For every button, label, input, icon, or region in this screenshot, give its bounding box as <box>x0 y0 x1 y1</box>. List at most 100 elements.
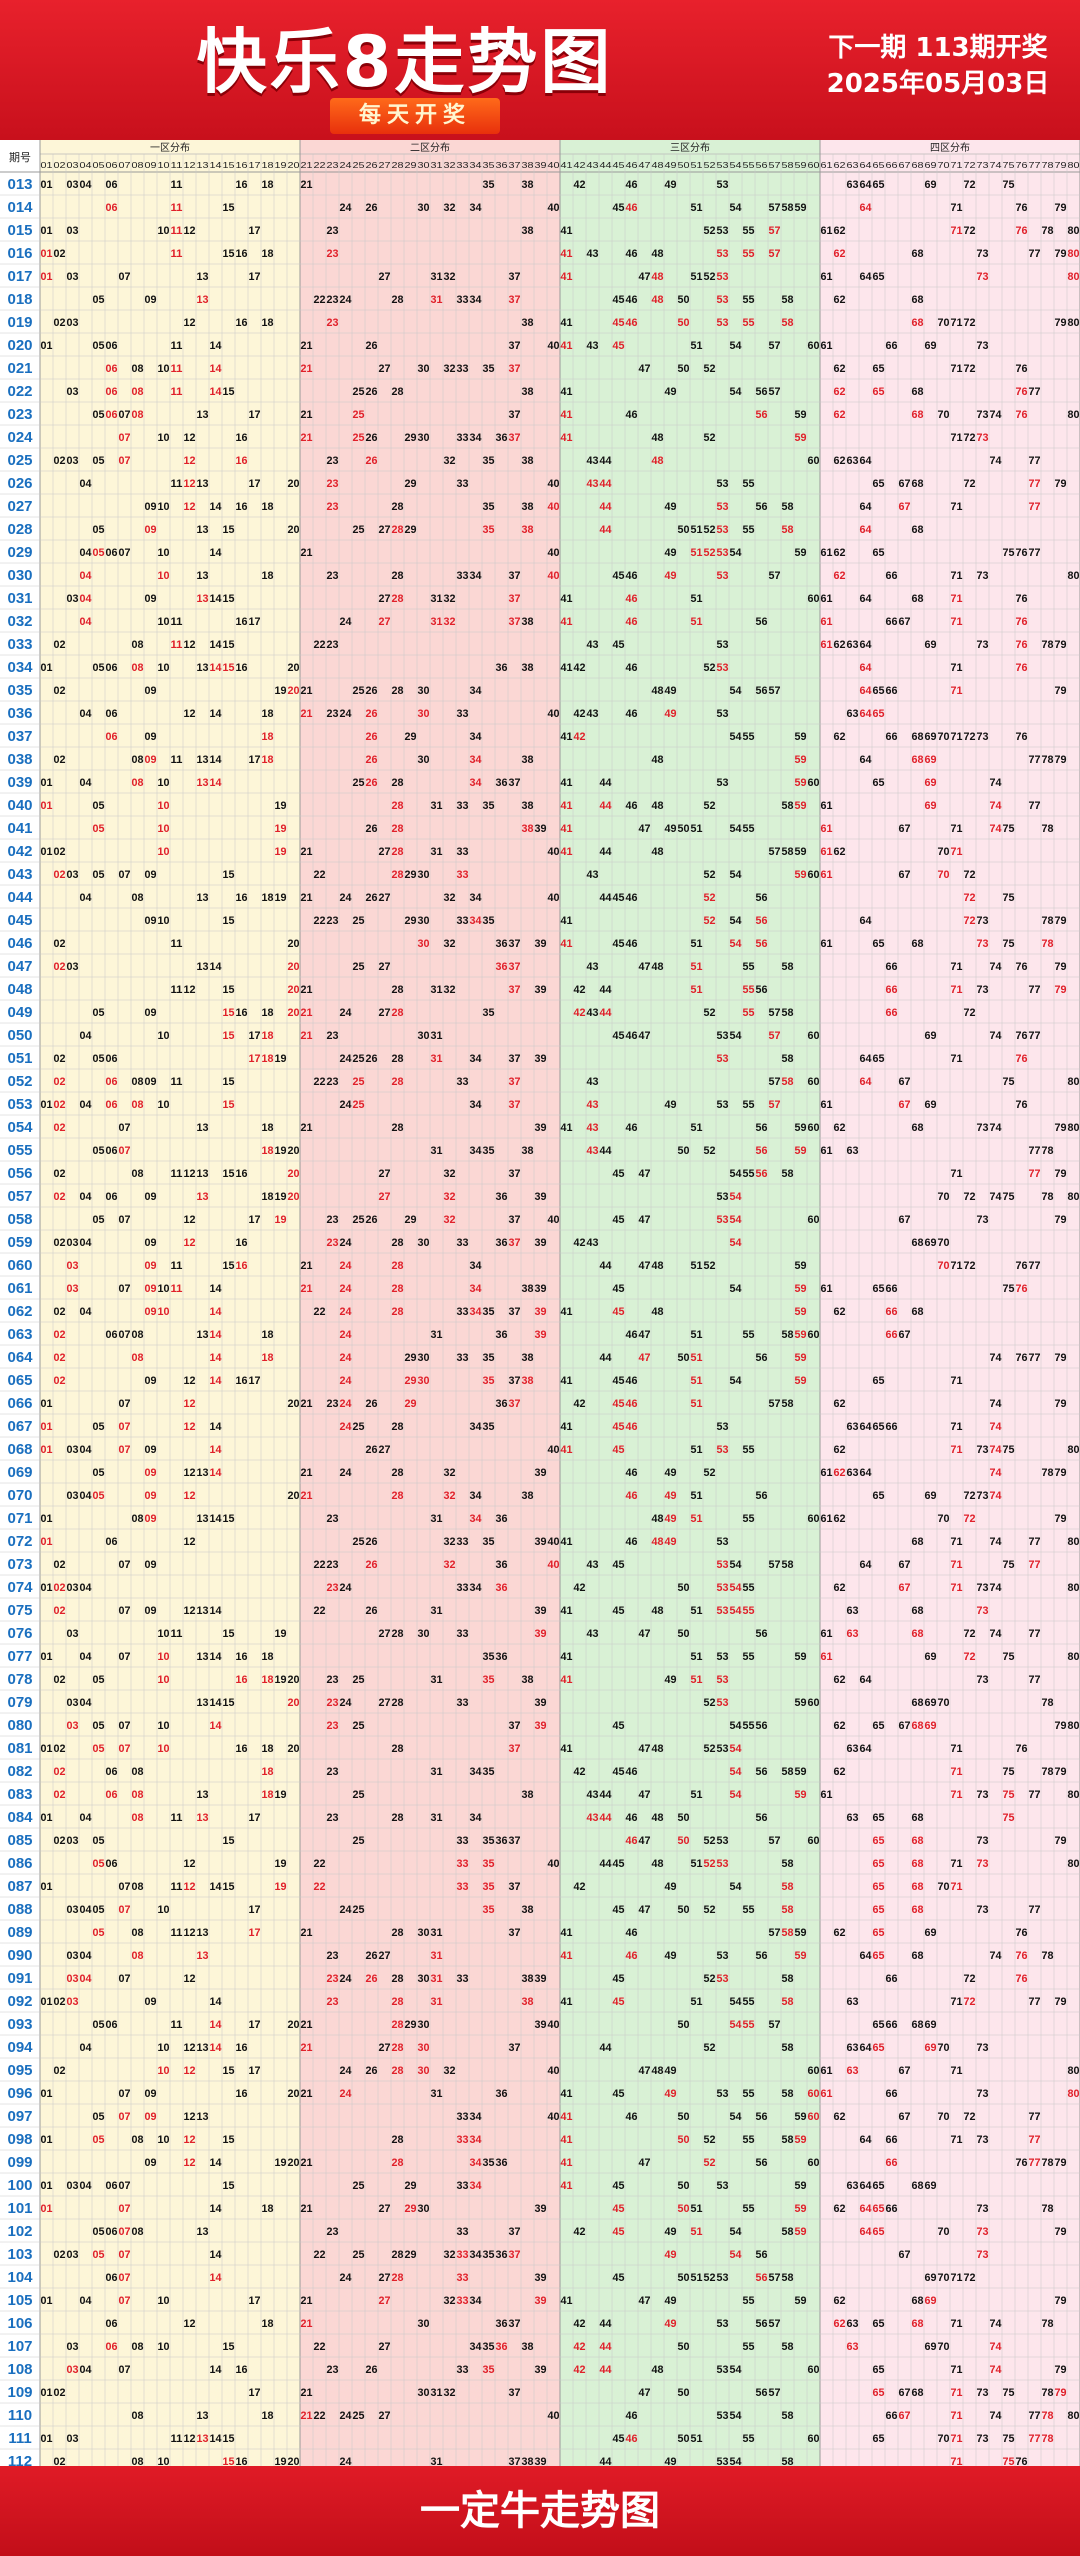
drawn-number: 05 <box>93 340 105 352</box>
drawn-number: 20 <box>288 1168 300 1180</box>
column-header: 58 <box>782 161 795 170</box>
drawn-number: 08 <box>132 1927 144 1939</box>
drawn-number: 08 <box>132 2341 144 2353</box>
drawn-number: 45 <box>613 892 625 904</box>
drawn-number: 64 <box>860 1053 873 1065</box>
column-header: 38 <box>522 161 535 170</box>
drawn-number: 25 <box>353 1214 365 1226</box>
drawn-number: 05 <box>93 2019 105 2031</box>
drawn-number: 27 <box>379 892 391 904</box>
drawn-number: 44 <box>600 1812 613 1824</box>
drawn-number: 21 <box>301 1007 313 1019</box>
drawn-number: 12 <box>184 639 196 651</box>
drawn-number: 15 <box>223 1628 235 1640</box>
drawn-number: 61 <box>821 593 833 605</box>
drawn-number: 34 <box>470 570 483 582</box>
drawn-number: 55 <box>743 2203 755 2215</box>
drawn-number: 79 <box>1055 1766 1067 1778</box>
drawn-number: 16 <box>236 2088 248 2100</box>
drawn-number: 73 <box>977 2387 989 2399</box>
drawn-number: 58 <box>782 800 794 812</box>
drawn-number: 37 <box>509 363 521 375</box>
drawn-number: 24 <box>340 294 353 306</box>
drawn-number: 62 <box>834 731 846 743</box>
drawn-number: 50 <box>678 2134 690 2146</box>
drawn-number: 64 <box>860 1743 873 1755</box>
drawn-number: 54 <box>730 1720 743 1732</box>
drawn-number: 68 <box>912 409 924 421</box>
drawn-number: 02 <box>54 1605 66 1617</box>
column-header: 55 <box>743 161 756 170</box>
drawn-number: 45 <box>613 202 625 214</box>
drawn-number: 13 <box>197 1467 209 1479</box>
drawn-number: 40 <box>548 708 560 720</box>
drawn-number: 63 <box>847 1421 859 1433</box>
drawn-number: 74 <box>990 823 1003 835</box>
drawn-number: 30 <box>418 1030 430 1042</box>
period-label: 106 <box>7 2315 32 2332</box>
drawn-number: 05 <box>93 1007 105 1019</box>
drawn-number: 64 <box>860 662 873 674</box>
drawn-number: 70 <box>938 2341 950 2353</box>
drawn-number: 46 <box>626 248 638 260</box>
drawn-number: 13 <box>197 777 209 789</box>
drawn-number: 65 <box>873 2180 885 2192</box>
drawn-number: 10 <box>158 662 170 674</box>
drawn-number: 35 <box>483 1421 495 1433</box>
drawn-number: 21 <box>301 1398 313 1410</box>
drawn-number: 04 <box>80 1490 93 1502</box>
drawn-number: 45 <box>613 1168 625 1180</box>
drawn-number: 24 <box>340 1099 353 1111</box>
drawn-number: 19 <box>275 2456 287 2466</box>
drawn-number: 73 <box>977 915 989 927</box>
drawn-number: 41 <box>561 1927 573 1939</box>
drawn-number: 23 <box>327 501 339 513</box>
drawn-number: 73 <box>977 248 989 260</box>
drawn-number: 27 <box>379 616 391 628</box>
drawn-number: 26 <box>366 1053 378 1065</box>
drawn-number: 42 <box>574 1007 586 1019</box>
drawn-number: 38 <box>522 225 534 237</box>
drawn-number: 34 <box>470 2249 483 2261</box>
column-header: 41 <box>561 161 574 170</box>
drawn-number: 07 <box>119 1214 131 1226</box>
drawn-number: 39 <box>535 2295 547 2307</box>
column-header: 24 <box>340 161 353 170</box>
drawn-number: 58 <box>782 1996 794 2008</box>
drawn-number: 23 <box>327 317 339 329</box>
drawn-number: 31 <box>431 846 443 858</box>
drawn-number: 25 <box>353 1421 365 1433</box>
drawn-number: 23 <box>327 639 339 651</box>
drawn-number: 08 <box>132 1168 144 1180</box>
drawn-number: 59 <box>795 2111 807 2123</box>
drawn-number: 48 <box>652 800 664 812</box>
drawn-number: 77 <box>1029 455 1041 467</box>
period-label: 080 <box>7 1717 32 1734</box>
drawn-number: 06 <box>106 731 118 743</box>
drawn-number: 56 <box>756 892 768 904</box>
drawn-number: 41 <box>561 340 573 352</box>
drawn-number: 27 <box>379 1950 391 1962</box>
drawn-number: 28 <box>392 2065 404 2077</box>
drawn-number: 26 <box>366 823 378 835</box>
drawn-number: 38 <box>522 455 534 467</box>
drawn-number: 19 <box>275 892 287 904</box>
drawn-number: 02 <box>54 1352 66 1364</box>
drawn-number: 41 <box>561 1122 573 1134</box>
period-label: 062 <box>7 1303 32 1320</box>
drawn-number: 14 <box>210 1996 223 2008</box>
drawn-number: 79 <box>1055 1720 1067 1732</box>
drawn-number: 30 <box>418 1375 430 1387</box>
drawn-number: 36 <box>496 432 508 444</box>
drawn-number: 76 <box>1016 1030 1028 1042</box>
drawn-number: 12 <box>184 1214 196 1226</box>
drawn-number: 06 <box>106 662 118 674</box>
drawn-number: 07 <box>119 455 131 467</box>
drawn-number: 45 <box>613 1904 625 1916</box>
drawn-number: 33 <box>457 2295 469 2307</box>
drawn-number: 53 <box>717 524 729 536</box>
drawn-number: 49 <box>665 1490 677 1502</box>
drawn-number: 28 <box>392 2019 404 2031</box>
drawn-number: 31 <box>431 984 443 996</box>
drawn-number: 41 <box>561 1444 573 1456</box>
